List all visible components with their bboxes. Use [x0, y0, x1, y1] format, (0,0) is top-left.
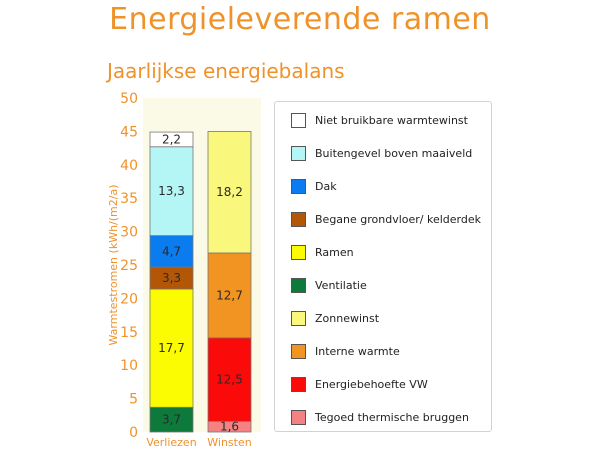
data-label: 12,7	[216, 288, 243, 302]
data-label: 12,5	[216, 373, 243, 387]
data-label: 2,2	[162, 132, 181, 146]
y-tick-label: 30	[120, 225, 138, 241]
y-tick-label: 40	[120, 158, 138, 174]
legend-label: Ramen	[315, 246, 354, 259]
y-tick-label: 45	[120, 124, 138, 140]
data-label: 3,3	[162, 271, 181, 285]
y-tick-label: 10	[120, 358, 138, 374]
legend-label: Zonnewinst	[315, 312, 380, 325]
bar-segment	[149, 131, 194, 148]
legend-label: Tegoed thermische bruggen	[315, 411, 469, 424]
data-label: 4,7	[162, 244, 181, 258]
legend-swatch	[291, 245, 306, 260]
legend: Niet bruikbare warmtewinst Buitengevel bo…	[274, 101, 492, 432]
bar-segment	[149, 288, 194, 408]
x-axis-ticks: Verliezen Winsten	[146, 436, 251, 449]
data-label: 18,2	[216, 185, 243, 199]
data-label: 13,3	[158, 184, 185, 198]
y-tick-label: 50	[120, 91, 138, 107]
page-title: Energieleverende ramen	[109, 2, 491, 37]
y-tick-label: 20	[120, 291, 138, 307]
legend-swatch	[291, 410, 306, 425]
y-tick-label: 5	[129, 392, 138, 408]
bar-segment	[207, 337, 252, 422]
legend-label: Energiebehoefte VW	[315, 378, 428, 391]
legend-swatch	[291, 311, 306, 326]
legend-swatch	[291, 278, 306, 293]
bars: 3,7 17,7 3,3 4,7 13,3 2,2 1,6 12,5 12,7 18,2	[149, 130, 252, 434]
y-axis-ticks: 0 5 10 15 20 25 30 35 40 45 50	[120, 91, 138, 441]
y-axis-label: Warmtestromen (kWh/(m2/a)	[107, 184, 120, 345]
legend-swatch	[291, 212, 306, 227]
legend-label: Buitengevel boven maaiveld	[315, 147, 473, 160]
bar-segment	[207, 130, 252, 254]
legend-label: Ventilatie	[315, 279, 367, 292]
legend-swatch	[291, 146, 306, 161]
bar-segment	[149, 146, 194, 237]
x-tick-label: Verliezen	[146, 436, 196, 449]
data-label: 17,7	[158, 341, 185, 355]
y-tick-label: 35	[120, 191, 138, 207]
legend-label: Begane grondvloer/ kelderdek	[315, 213, 482, 226]
y-tick-label: 15	[120, 325, 138, 341]
x-tick-label: Winsten	[207, 436, 251, 449]
chart-title: Jaarlijkse energiebalans	[107, 59, 345, 83]
y-tick-label: 0	[129, 425, 138, 441]
legend-swatch	[291, 113, 306, 128]
legend-swatch	[291, 344, 306, 359]
data-label: 1,6	[220, 420, 239, 434]
legend-swatch	[291, 179, 306, 194]
legend-swatch	[291, 377, 306, 392]
legend-label: Niet bruikbare warmtewinst	[315, 114, 468, 127]
data-label: 3,7	[162, 413, 181, 427]
y-tick-label: 25	[120, 258, 138, 274]
legend-label: Interne warmte	[315, 345, 400, 358]
legend-label: Dak	[315, 180, 337, 193]
bar-segment	[207, 252, 252, 339]
